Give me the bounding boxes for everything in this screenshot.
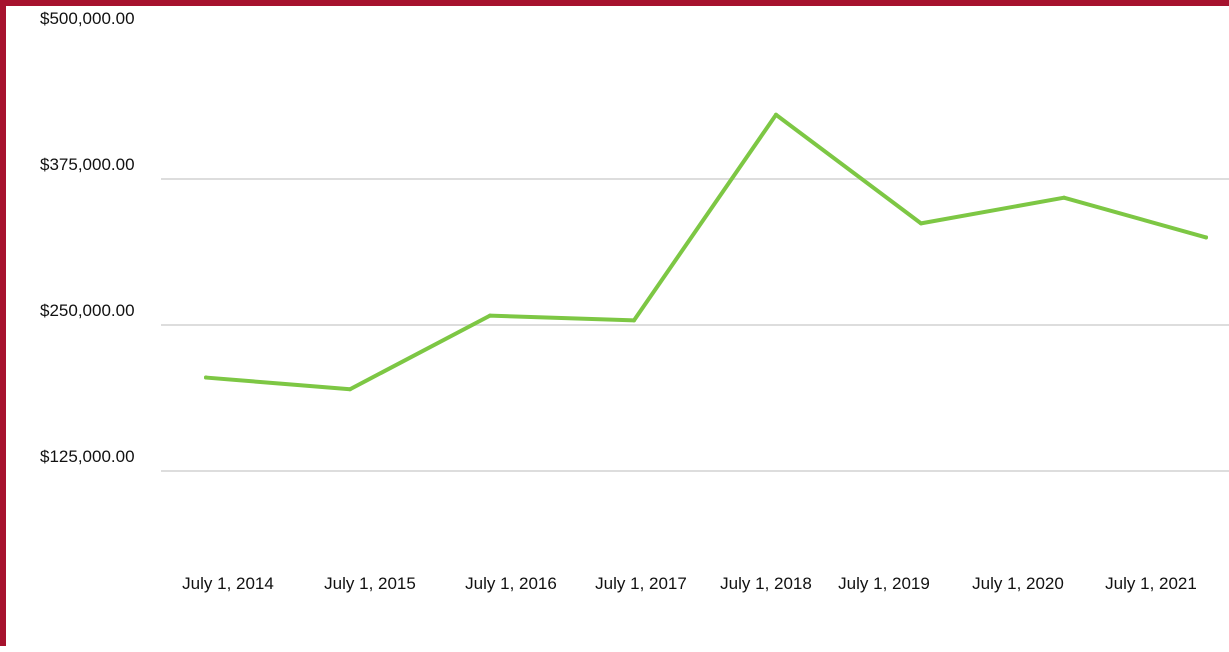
x-axis-tick-labels: July 1, 2014 July 1, 2015 July 1, 2016 July… [182,574,1197,593]
line-chart: $125,000.00 $250,000.00 $375,000.00 $500,00… [40,9,1229,593]
y-axis-tick-labels: $125,000.00 $250,000.00 $375,000.00 $500,00… [40,9,135,466]
data-point [348,387,352,392]
y-tick-label: $125,000.00 [40,447,135,466]
x-tick-label: July 1, 2021 [1105,574,1197,593]
data-point [632,318,636,323]
data-point [774,112,778,117]
x-tick-label: July 1, 2019 [838,574,930,593]
series-layer [204,112,1208,392]
x-tick-label: July 1, 2018 [720,574,812,593]
data-point [204,375,208,380]
data-point [919,221,923,226]
y-tick-label: $375,000.00 [40,155,135,174]
data-point [488,313,492,318]
series-line [204,112,1208,392]
y-tick-label: $250,000.00 [40,301,135,320]
x-tick-label: July 1, 2014 [182,574,274,593]
data-point [1204,235,1208,240]
x-tick-label: July 1, 2016 [465,574,557,593]
x-tick-label: July 1, 2020 [972,574,1064,593]
x-tick-label: July 1, 2015 [324,574,416,593]
data-point [1062,195,1066,200]
x-tick-label: July 1, 2017 [595,574,687,593]
gridlines [161,178,1229,472]
y-tick-label: $500,000.00 [40,9,135,28]
